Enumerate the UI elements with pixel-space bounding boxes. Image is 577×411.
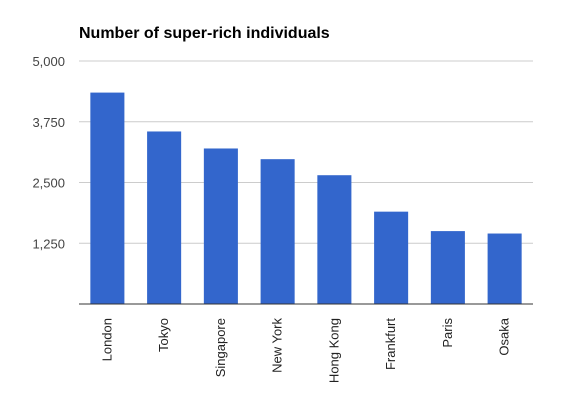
y-axis-tick-labels: 1,250 2,500 3,750 5,000 [32,54,65,251]
x-category-label: Paris [440,318,455,348]
bar-hong-kong [317,175,352,304]
x-category-label: Singapore [213,318,228,377]
bar-singapore [203,148,238,304]
x-axis-category-labels: London Tokyo Singapore New York Hong Kong Fra… [99,317,511,383]
x-category-label: New York [270,318,285,373]
bars [90,92,522,304]
x-category-label: Hong Kong [326,318,341,383]
x-category-label: Osaka [497,317,512,355]
bar-tokyo [147,131,182,304]
y-tick-label: 5,000 [32,54,65,69]
bar-osaka [487,233,522,304]
bar-frankfurt [374,211,409,304]
y-tick-label: 1,250 [32,236,65,251]
x-category-label: Tokyo [156,318,171,352]
chart-title: Number of super-rich individuals [79,25,330,42]
y-tick-label: 3,750 [32,115,65,130]
y-tick-label: 2,500 [32,176,65,191]
bar-paris [430,231,465,304]
bar-london [90,92,125,304]
bar-new-york [260,159,295,304]
x-category-label: London [99,318,114,361]
x-category-label: Frankfurt [383,318,398,370]
